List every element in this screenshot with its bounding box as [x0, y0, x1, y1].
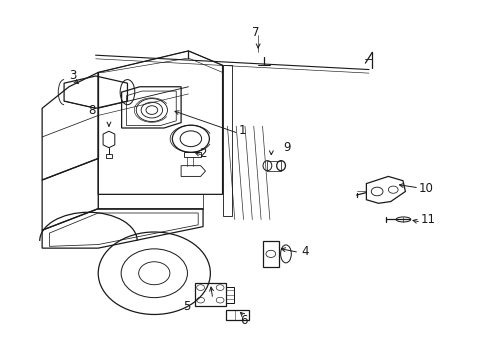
Text: 7: 7	[251, 27, 259, 40]
Text: 8: 8	[88, 104, 96, 117]
Text: 11: 11	[420, 213, 434, 226]
Text: 9: 9	[283, 140, 290, 153]
Text: 1: 1	[238, 124, 245, 137]
Text: 2: 2	[199, 147, 206, 159]
Text: 5: 5	[183, 300, 190, 313]
Text: 4: 4	[301, 245, 308, 258]
Text: 3: 3	[69, 69, 77, 82]
Text: 10: 10	[418, 183, 432, 195]
Text: 6: 6	[239, 314, 247, 327]
